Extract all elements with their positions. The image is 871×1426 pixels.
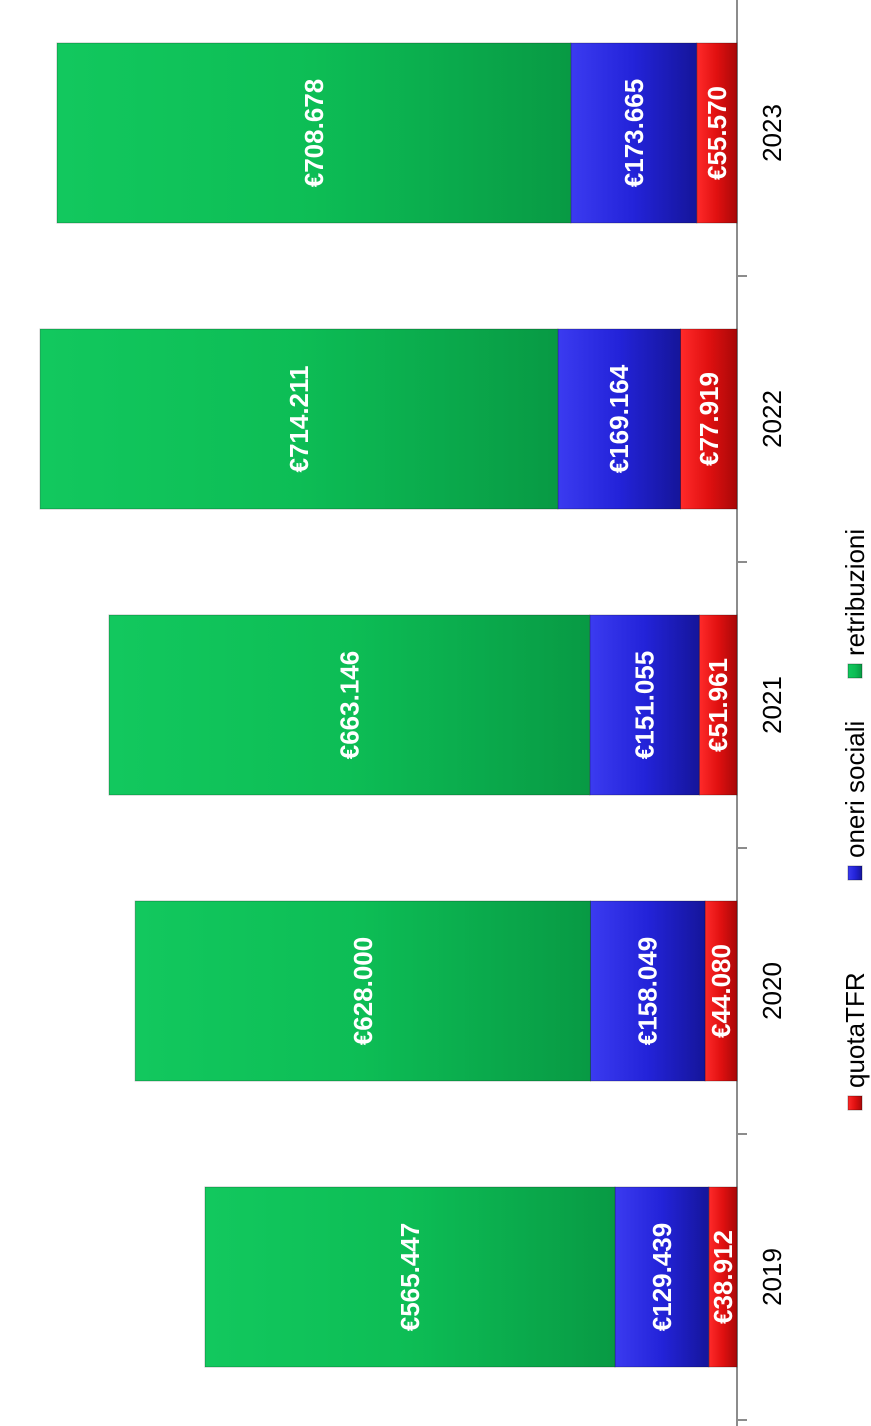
- bar-segment-oneri-sociali-2021: [589, 614, 700, 796]
- category-label-2022: 2022: [757, 390, 787, 448]
- category-label-2021: 2021: [757, 676, 787, 734]
- legend-label-oneri-sociali: oneri sociali: [840, 721, 870, 858]
- data-label-oneri-sociali-2023: €173.665: [619, 79, 649, 187]
- bar-segment-oneri-sociali-2019: [614, 1186, 710, 1368]
- legend-label-quotatfr: quotaTFR: [840, 972, 870, 1088]
- data-label-quotatfr-2021: €51.961: [703, 658, 733, 752]
- data-label-quotatfr-2023: €55.570: [702, 86, 732, 180]
- bar-segment-quotatfr-2021: [698, 614, 738, 796]
- data-label-oneri-sociali-2021: €151.055: [630, 651, 660, 759]
- data-label-quotatfr-2019: €38.912: [708, 1230, 738, 1324]
- bar-segment-oneri-sociali-2020: [589, 900, 706, 1082]
- data-label-retribuzioni-2023: €708.678: [299, 79, 329, 187]
- bar-segment-quotatfr-2020: [704, 900, 738, 1082]
- data-label-quotatfr-2022: €77.919: [694, 372, 724, 466]
- bar-segment-retribuzioni-2022: [39, 328, 559, 510]
- plot-area: €38.912 €129.439 €565.447 2019 €44.080 €158.0…: [39, 0, 787, 1426]
- bar-segment-oneri-sociali-2022: [557, 328, 682, 510]
- bar-segment-quotatfr-2019: [708, 1186, 738, 1368]
- data-label-oneri-sociali-2019: €129.439: [647, 1223, 677, 1331]
- legend-label-retribuzioni: retribuzioni: [840, 529, 870, 656]
- bar-segment-quotatfr-2023: [696, 42, 738, 224]
- data-label-retribuzioni-2022: €714.211: [284, 365, 314, 472]
- data-label-retribuzioni-2019: €565.447: [395, 1223, 425, 1331]
- data-label-oneri-sociali-2022: €169.164: [604, 364, 634, 473]
- data-label-quotatfr-2020: €44.080: [706, 944, 736, 1038]
- category-label-2020: 2020: [757, 962, 787, 1020]
- data-label-retribuzioni-2021: €663.146: [334, 651, 364, 759]
- bar-segment-quotatfr-2022: [680, 328, 738, 510]
- category-label-2023: 2023: [757, 104, 787, 162]
- bar-segment-retribuzioni-2019: [204, 1186, 616, 1368]
- bar-segment-retribuzioni-2023: [56, 42, 572, 224]
- legend: quotaTFR oneri sociali retribuzioni: [840, 529, 870, 1111]
- legend-swatch-quotatfr: [847, 1095, 863, 1111]
- category-label-2019: 2019: [757, 1248, 787, 1306]
- legend-swatch-retribuzioni: [847, 663, 863, 679]
- data-label-oneri-sociali-2020: €158.049: [633, 937, 663, 1045]
- data-label-retribuzioni-2020: €628.000: [348, 937, 378, 1045]
- bar-segment-retribuzioni-2021: [108, 614, 591, 796]
- bar-segment-oneri-sociali-2023: [570, 42, 698, 224]
- legend-swatch-oneri-sociali: [847, 865, 863, 881]
- bar-segment-retribuzioni-2020: [134, 900, 591, 1082]
